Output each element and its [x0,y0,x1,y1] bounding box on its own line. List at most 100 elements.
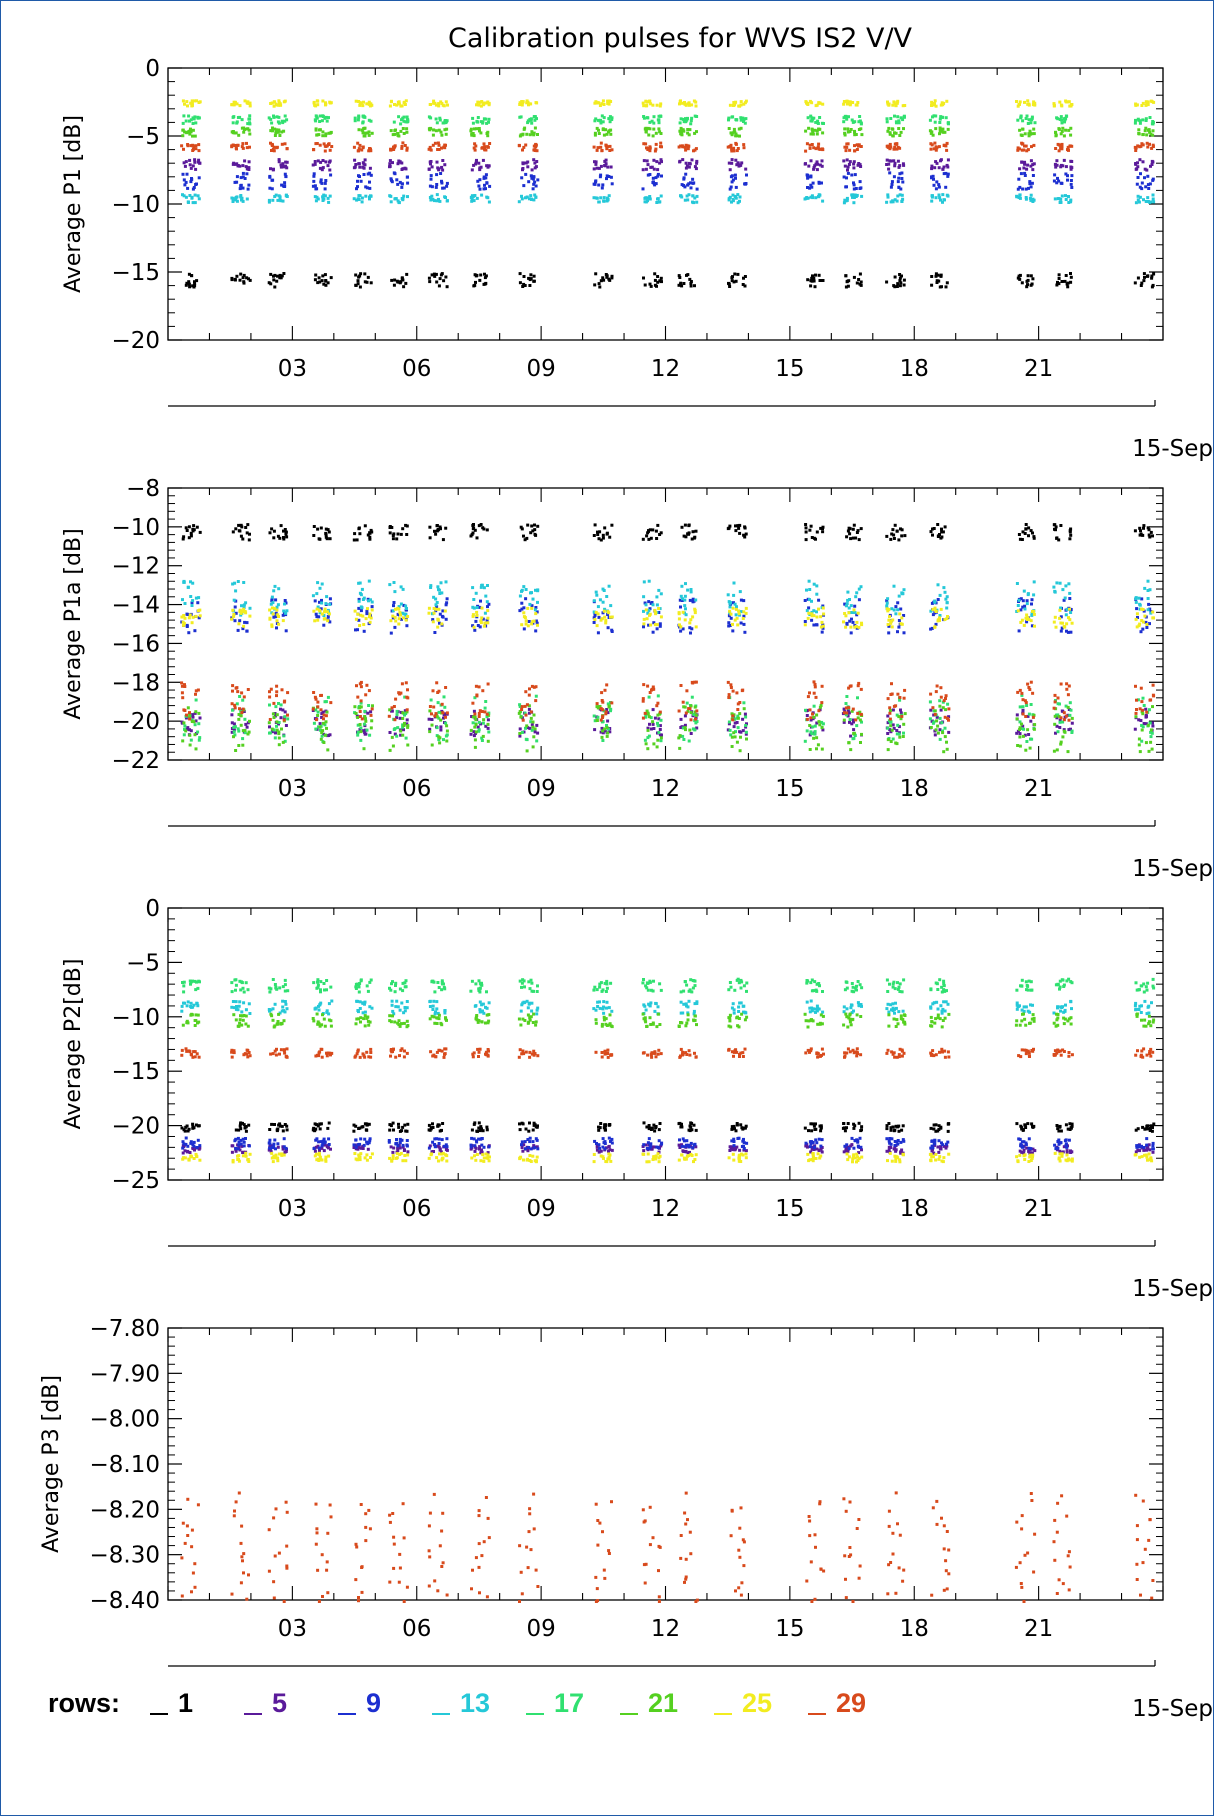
data-point [1137,743,1141,747]
data-point [397,201,401,205]
data-point [1024,117,1028,120]
data-point [1137,200,1141,204]
data-point [1053,700,1057,704]
data-point [399,691,403,695]
data-point [532,175,536,179]
data-point [944,285,948,289]
data-point [735,605,738,609]
data-point [533,528,537,532]
data-point [437,102,441,106]
data-point [1136,176,1140,179]
data-point [733,602,737,606]
data-point [739,126,743,130]
data-point [1140,187,1144,191]
x-tick-label: 09 [526,776,555,802]
data-point [642,683,646,687]
data-point [608,730,612,734]
data-point [477,161,481,165]
series-row-25 [180,606,1155,629]
data-point [816,121,819,125]
data-point [233,581,237,585]
data-point [321,729,325,733]
data-point [891,723,895,727]
data-point [403,695,407,699]
data-point [529,273,533,277]
data-point [191,581,195,585]
data-point [806,278,810,282]
data-point [645,617,649,621]
data-point [232,115,236,119]
data-point [530,121,534,125]
data-point [181,193,184,197]
data-point [188,733,192,737]
data-point [485,1128,489,1132]
data-point [530,604,534,608]
data-point [1023,161,1027,165]
data-point [852,275,856,279]
data-point [885,604,889,608]
data-point [1016,690,1020,694]
data-point [1142,279,1146,283]
data-point [1060,121,1064,125]
data-point [812,279,816,283]
data-point [814,273,817,277]
data-point [601,708,605,712]
data-point [896,630,899,634]
data-point [429,1126,433,1130]
data-point [1066,630,1070,634]
data-point [594,590,598,594]
data-point [358,175,361,178]
data-point [1146,196,1150,200]
data-point [475,614,479,617]
data-point [445,184,449,188]
data-point [726,145,730,149]
data-point [1055,748,1059,752]
data-point [891,134,895,138]
data-point [658,533,662,536]
data-point [886,697,890,701]
data-point [693,131,697,135]
data-point [439,725,443,729]
data-point [191,713,195,717]
date-axis-label: 15-Sep [1132,1276,1213,1302]
data-point [899,116,903,120]
data-point [322,741,326,744]
data-point [197,116,201,120]
data-point [357,581,361,585]
data-point [885,158,889,162]
data-point [659,276,663,280]
data-point [247,1123,251,1127]
data-point [609,615,612,619]
data-point [519,715,523,719]
data-point [182,579,186,583]
data-point [811,274,814,278]
data-point [536,600,539,604]
data-point [1148,622,1151,626]
data-point [693,609,697,612]
data-point [321,199,325,202]
data-point [855,613,859,617]
data-point [1069,280,1073,284]
data-point [817,273,821,277]
data-point [651,603,655,607]
data-point [1061,588,1065,592]
data-point [525,703,529,707]
data-point [600,699,604,702]
data-point [1053,523,1057,527]
data-point [393,727,397,731]
data-point [641,537,645,541]
data-point [533,193,537,197]
data-point [808,598,811,602]
data-point [810,127,814,131]
data-point [1135,182,1139,186]
data-point [285,1128,289,1132]
data-point [440,702,444,706]
data-point [238,707,241,711]
data-point [445,199,449,203]
data-point [230,702,234,706]
data-point [596,715,600,719]
data-point [286,713,289,717]
data-point [239,1121,243,1125]
data-point [329,701,333,705]
data-point [1066,285,1070,289]
